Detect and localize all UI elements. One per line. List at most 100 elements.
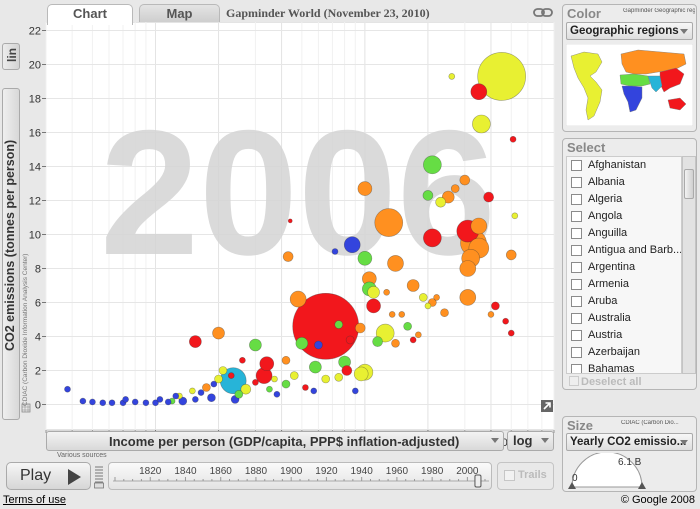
list-item[interactable]: Australia (567, 310, 681, 327)
country-bubble[interactable] (259, 356, 275, 372)
country-bubble[interactable] (273, 390, 281, 398)
country-bubble[interactable] (122, 396, 129, 403)
country-bubble[interactable] (387, 255, 404, 272)
country-bubble[interactable] (302, 384, 309, 391)
country-bubble[interactable] (357, 181, 373, 196)
country-checkbox[interactable] (571, 330, 582, 341)
country-bubble[interactable] (440, 308, 449, 318)
country-bubble[interactable] (227, 372, 235, 379)
deselect-all-button[interactable]: Deselect all (569, 376, 642, 388)
country-bubble[interactable] (89, 398, 96, 406)
y-axis-selector[interactable] (2, 88, 20, 420)
country-checkbox[interactable] (571, 211, 582, 222)
country-bubble[interactable] (281, 355, 291, 365)
list-item[interactable]: Algeria (567, 191, 681, 208)
list-item[interactable]: Antigua and Barb... (567, 242, 681, 259)
country-bubble[interactable] (310, 387, 318, 395)
country-bubble[interactable] (289, 371, 299, 380)
play-button[interactable]: Play (6, 462, 91, 490)
tab-chart[interactable]: Chart (47, 4, 133, 25)
country-bubble[interactable] (391, 338, 400, 348)
list-item[interactable]: Afghanistan (567, 157, 681, 174)
country-bubble[interactable] (448, 73, 456, 80)
trails-checkbox[interactable] (504, 470, 515, 481)
country-bubble[interactable] (214, 374, 223, 384)
country-bubble[interactable] (282, 251, 294, 262)
country-bubble[interactable] (210, 380, 218, 388)
country-bubble[interactable] (418, 293, 428, 302)
list-item[interactable]: Albania (567, 174, 681, 191)
country-bubble[interactable] (295, 336, 309, 350)
x-scale-select[interactable]: log (507, 431, 554, 451)
country-bubble[interactable] (509, 136, 517, 143)
expand-icon[interactable] (541, 400, 553, 412)
country-bubble[interactable] (483, 191, 494, 203)
country-bubble[interactable] (357, 251, 373, 266)
country-bubble[interactable] (334, 320, 344, 329)
country-bubble[interactable] (207, 393, 216, 403)
country-checkbox[interactable] (571, 296, 582, 307)
country-checkbox[interactable] (571, 313, 582, 324)
country-bubble[interactable] (352, 387, 359, 395)
terms-of-use-link[interactable]: Terms of use (3, 494, 66, 506)
country-bubble[interactable] (424, 302, 432, 310)
country-bubble[interactable] (374, 208, 404, 237)
country-bubble[interactable] (249, 338, 262, 352)
country-bubble[interactable] (240, 383, 252, 395)
tab-map[interactable]: Map (139, 4, 220, 23)
country-bubble[interactable] (164, 398, 172, 406)
country-bubble[interactable] (343, 236, 361, 253)
country-bubble[interactable] (491, 301, 500, 311)
country-bubble[interactable] (388, 311, 396, 318)
country-bubble[interactable] (197, 389, 205, 396)
country-bubble[interactable] (353, 366, 369, 382)
country-bubble[interactable] (79, 397, 87, 405)
country-bubble[interactable] (131, 398, 139, 406)
size-scale[interactable]: 0 6.1 B (566, 453, 693, 489)
link-icon[interactable] (533, 7, 553, 18)
country-bubble[interactable] (172, 392, 180, 400)
region-map[interactable] (566, 44, 693, 126)
country-bubble[interactable] (487, 311, 495, 318)
country-bubble[interactable] (178, 396, 188, 406)
country-bubble[interactable] (334, 372, 344, 382)
region-sub-saharan-africa[interactable] (621, 85, 643, 113)
country-bubble[interactable] (64, 385, 71, 393)
country-bubble[interactable] (450, 184, 460, 193)
country-bubble[interactable] (314, 340, 323, 350)
country-checkbox[interactable] (571, 177, 582, 188)
country-bubble[interactable] (383, 288, 390, 296)
country-checkbox[interactable] (571, 279, 582, 290)
speed-slider[interactable] (94, 465, 104, 489)
country-bubble[interactable] (99, 399, 107, 407)
country-checkbox[interactable] (571, 228, 582, 239)
trails-toggle[interactable]: Trails (497, 462, 554, 490)
country-checkbox[interactable] (571, 364, 582, 373)
region-middle-east-north-africa[interactable] (619, 73, 651, 87)
country-bubble[interactable] (331, 248, 339, 255)
country-bubble[interactable] (309, 360, 322, 374)
size-min-handle[interactable] (568, 482, 576, 489)
country-bubble[interactable] (321, 374, 331, 384)
country-bubble[interactable] (459, 174, 471, 186)
country-checkbox[interactable] (571, 194, 582, 205)
list-item[interactable]: Angola (567, 208, 681, 225)
country-bubble[interactable] (239, 356, 246, 364)
country-bubble[interactable] (372, 336, 383, 347)
country-bubble[interactable] (423, 228, 442, 248)
country-bubble[interactable] (252, 379, 259, 386)
country-bubble[interactable] (409, 336, 417, 344)
country-bubble[interactable] (152, 399, 159, 407)
country-bubble[interactable] (156, 396, 164, 403)
country-bubble[interactable] (441, 190, 455, 204)
country-bubble[interactable] (354, 322, 366, 334)
color-select[interactable]: Geographic regions (566, 22, 693, 40)
country-bubble[interactable] (433, 294, 440, 301)
country-bubble[interactable] (403, 321, 412, 331)
country-bubble[interactable] (218, 366, 228, 375)
country-checkbox[interactable] (571, 347, 582, 358)
country-bubble[interactable] (470, 83, 488, 100)
size-max-handle[interactable] (638, 482, 646, 489)
country-bubble[interactable] (289, 290, 307, 308)
country-bubble[interactable] (459, 260, 477, 277)
